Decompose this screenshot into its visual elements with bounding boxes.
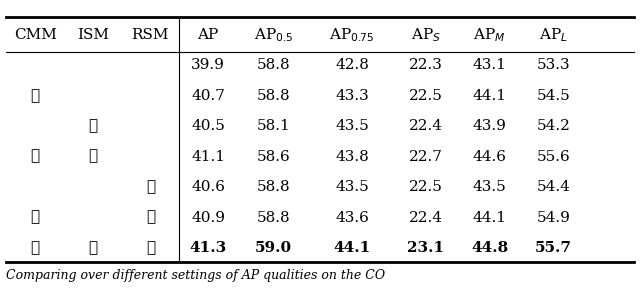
Text: 23.1: 23.1 (407, 241, 444, 255)
Text: 55.6: 55.6 (537, 150, 570, 164)
Text: ✓: ✓ (146, 180, 155, 194)
Text: 44.8: 44.8 (471, 241, 508, 255)
Text: AP$_{M}$: AP$_{M}$ (474, 26, 506, 44)
Text: 40.7: 40.7 (191, 89, 225, 103)
Text: 58.6: 58.6 (257, 150, 291, 164)
Text: 55.7: 55.7 (535, 241, 572, 255)
Text: 41.1: 41.1 (191, 150, 225, 164)
Text: 44.1: 44.1 (333, 241, 371, 255)
Text: Comparing over different settings of AP qualities on the CO: Comparing over different settings of AP … (6, 269, 385, 282)
Text: 53.3: 53.3 (537, 58, 570, 72)
Text: 54.5: 54.5 (537, 89, 570, 103)
Text: 54.2: 54.2 (537, 119, 570, 133)
Text: CMM: CMM (14, 28, 56, 42)
Text: ✓: ✓ (146, 241, 155, 255)
Text: 43.1: 43.1 (473, 58, 506, 72)
Text: 22.5: 22.5 (409, 89, 442, 103)
Text: 43.5: 43.5 (335, 180, 369, 194)
Text: 42.8: 42.8 (335, 58, 369, 72)
Text: 44.1: 44.1 (472, 89, 507, 103)
Text: ✓: ✓ (146, 211, 155, 224)
Text: 22.5: 22.5 (409, 180, 442, 194)
Text: 58.1: 58.1 (257, 119, 291, 133)
Text: 39.9: 39.9 (191, 58, 225, 72)
Text: 58.8: 58.8 (257, 89, 291, 103)
Text: ✓: ✓ (31, 89, 40, 103)
Text: AP$_{0.5}$: AP$_{0.5}$ (254, 26, 293, 44)
Text: 41.3: 41.3 (189, 241, 227, 255)
Text: 43.6: 43.6 (335, 211, 369, 224)
Text: 22.3: 22.3 (409, 58, 442, 72)
Text: 44.1: 44.1 (472, 211, 507, 224)
Text: 44.6: 44.6 (472, 150, 507, 164)
Text: ISM: ISM (77, 28, 109, 42)
Text: ✓: ✓ (31, 211, 40, 224)
Text: ✓: ✓ (31, 241, 40, 255)
Text: AP$_{0.75}$: AP$_{0.75}$ (329, 26, 375, 44)
Text: 54.9: 54.9 (537, 211, 570, 224)
Text: 43.5: 43.5 (335, 119, 369, 133)
Text: RSM: RSM (132, 28, 169, 42)
Text: AP$_{L}$: AP$_{L}$ (539, 26, 568, 44)
Text: 22.4: 22.4 (408, 211, 443, 224)
Text: 22.7: 22.7 (409, 150, 442, 164)
Text: 43.3: 43.3 (335, 89, 369, 103)
Text: 40.5: 40.5 (191, 119, 225, 133)
Text: AP: AP (197, 28, 219, 42)
Text: ✓: ✓ (88, 119, 97, 133)
Text: 59.0: 59.0 (255, 241, 292, 255)
Text: ✓: ✓ (31, 150, 40, 164)
Text: 58.8: 58.8 (257, 211, 291, 224)
Text: ✓: ✓ (88, 241, 97, 255)
Text: 58.8: 58.8 (257, 58, 291, 72)
Text: 43.5: 43.5 (473, 180, 506, 194)
Text: 43.9: 43.9 (473, 119, 506, 133)
Text: 54.4: 54.4 (537, 180, 570, 194)
Text: 40.6: 40.6 (191, 180, 225, 194)
Text: 43.8: 43.8 (335, 150, 369, 164)
Text: 40.9: 40.9 (191, 211, 225, 224)
Text: AP$_{S}$: AP$_{S}$ (411, 26, 440, 44)
Text: 58.8: 58.8 (257, 180, 291, 194)
Text: 22.4: 22.4 (408, 119, 443, 133)
Text: ✓: ✓ (88, 150, 97, 164)
